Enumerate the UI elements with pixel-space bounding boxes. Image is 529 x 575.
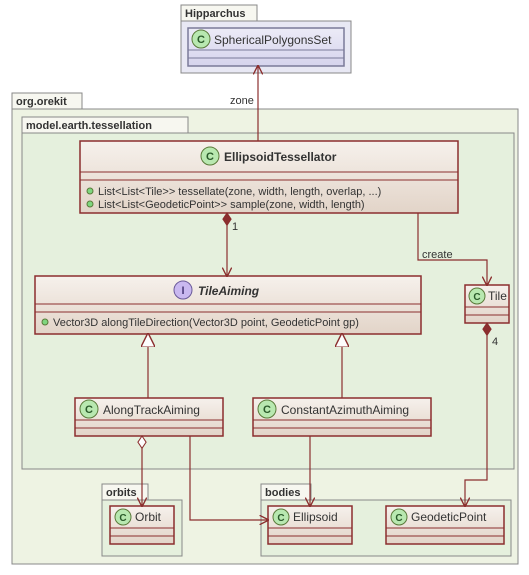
- method-dot-icon: [87, 188, 93, 194]
- class-name: AlongTrackAiming: [103, 403, 200, 417]
- pkg-orbits-label: orbits: [106, 487, 137, 499]
- rel-create-label: create: [422, 249, 453, 261]
- class-name: GeodeticPoint: [411, 510, 487, 524]
- class-name: ConstantAzimuthAiming: [281, 403, 409, 417]
- class-spherical-polygons-set: C SphericalPolygonsSet: [188, 28, 344, 66]
- class-name: Tile: [488, 289, 507, 303]
- class-name: Ellipsoid: [293, 510, 338, 524]
- class-geodetic-point: C GeodeticPoint: [386, 506, 504, 544]
- class-name: Orbit: [135, 510, 162, 524]
- stereotype-letter: C: [206, 151, 214, 163]
- pkg-hipparchus-label: Hipparchus: [185, 8, 246, 20]
- stereotype-letter: I: [181, 285, 184, 297]
- method: List<List<Tile>> tessellate(zone, width,…: [98, 186, 381, 198]
- rel-four-label: 4: [492, 336, 498, 348]
- method: List<List<GeodeticPoint>> sample(zone, w…: [98, 199, 365, 211]
- stereotype-letter: C: [395, 513, 402, 524]
- method: Vector3D alongTileDirection(Vector3D poi…: [53, 317, 359, 329]
- stereotype-letter: C: [277, 513, 284, 524]
- class-name: TileAiming: [198, 284, 260, 298]
- class-name: EllipsoidTessellator: [224, 150, 337, 164]
- rel-one-label: 1: [232, 221, 238, 233]
- class-orbit: C Orbit: [110, 506, 174, 544]
- class-tile: C Tile: [465, 285, 509, 323]
- rel-zone-label: zone: [230, 95, 254, 107]
- class-constant-azimuth-aiming: C ConstantAzimuthAiming: [253, 398, 431, 436]
- pkg-orekit-label: org.orekit: [16, 96, 67, 108]
- stereotype-letter: C: [473, 292, 480, 303]
- stereotype-letter: C: [119, 513, 126, 524]
- class-ellipsoid: C Ellipsoid: [268, 506, 352, 544]
- pkg-tessellation-label: model.earth.tessellation: [26, 120, 152, 132]
- stereotype-letter: C: [263, 404, 271, 416]
- method-dot-icon: [87, 201, 93, 207]
- method-dot-icon: [42, 319, 48, 325]
- stereotype-letter: C: [197, 34, 205, 46]
- class-ellipsoid-tessellator: C EllipsoidTessellator List<List<Tile>> …: [80, 141, 458, 213]
- pkg-bodies-label: bodies: [265, 487, 300, 499]
- class-name: SphericalPolygonsSet: [214, 33, 332, 47]
- stereotype-letter: C: [85, 404, 93, 416]
- class-along-track-aiming: C AlongTrackAiming: [75, 398, 223, 436]
- interface-tile-aiming: I TileAiming Vector3D alongTileDirection…: [35, 276, 421, 334]
